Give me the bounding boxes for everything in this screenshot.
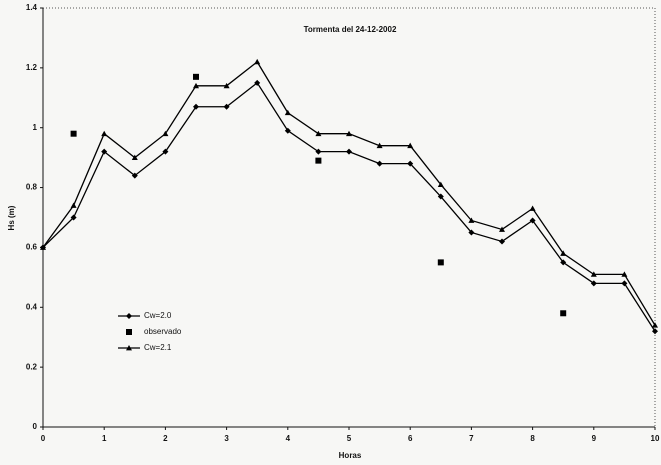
marker-triangle [621, 271, 628, 277]
marker-triangle [590, 271, 597, 277]
marker-diamond [652, 328, 658, 335]
x-tick-label: 9 [592, 434, 597, 443]
y-tick-label: 1 [33, 123, 38, 132]
marker-diamond [193, 103, 199, 110]
x-tick-label: 4 [286, 434, 291, 443]
marker-triangle [560, 250, 567, 256]
x-tick-label: 2 [163, 434, 168, 443]
marker-triangle [131, 154, 138, 161]
x-tick-label: 6 [408, 434, 413, 443]
marker-triangle [193, 82, 199, 89]
marker-square [437, 259, 444, 266]
marker-square [70, 130, 77, 137]
marker-triangle [376, 142, 383, 149]
marker-triangle [468, 217, 475, 223]
x-tick-label: 10 [651, 434, 660, 443]
marker-triangle [223, 82, 230, 89]
y-tick-label: 1.4 [26, 3, 38, 12]
marker-diamond [560, 259, 567, 266]
x-tick-label: 8 [530, 434, 535, 443]
x-tick-label: 1 [102, 434, 107, 443]
marker-triangle [101, 130, 108, 137]
marker-diamond [376, 160, 383, 167]
x-tick-label: 0 [41, 434, 46, 443]
marker-triangle [499, 226, 505, 232]
marker-square [560, 310, 567, 317]
legend-label: Cw=2.1 [144, 343, 172, 352]
marker-diamond [284, 127, 291, 134]
marker-diamond [590, 280, 597, 287]
y-tick-label: 0.8 [26, 183, 38, 192]
x-tick-label: 3 [224, 434, 229, 443]
marker-diamond [70, 214, 77, 221]
y-tick-label: 0 [33, 422, 38, 431]
x-tick-label: 7 [469, 434, 474, 443]
y-tick-label: 0.4 [26, 302, 38, 311]
marker-diamond [346, 148, 352, 155]
y-tick-label: 0.6 [26, 243, 38, 252]
marker-diamond [437, 193, 444, 200]
marker-diamond [499, 238, 505, 245]
marker-triangle [70, 202, 77, 208]
marker-triangle [254, 58, 261, 65]
marker-triangle [407, 142, 414, 149]
marker-triangle [346, 130, 352, 137]
marker-triangle [284, 109, 291, 116]
chart-title: Tormenta del 24-12-2002 [304, 25, 397, 34]
marker-diamond [131, 172, 138, 179]
marker-diamond [315, 148, 322, 155]
legend-label: Cw=2.0 [144, 311, 172, 320]
legend-label: observado [144, 327, 182, 336]
marker-triangle [126, 345, 132, 351]
marker-square [193, 73, 199, 80]
x-tick-label: 5 [347, 434, 352, 443]
marker-diamond [162, 148, 169, 155]
marker-diamond [254, 79, 261, 86]
marker-diamond [126, 313, 132, 319]
marker-square [126, 329, 132, 335]
marker-diamond [223, 103, 230, 110]
marker-triangle [529, 205, 536, 211]
y-tick-label: 1.2 [26, 63, 38, 72]
marker-diamond [529, 217, 536, 224]
marker-diamond [407, 160, 414, 167]
marker-triangle [315, 130, 322, 137]
marker-triangle [437, 181, 444, 187]
marker-diamond [101, 148, 108, 155]
marker-triangle [652, 322, 658, 328]
marker-diamond [468, 229, 475, 236]
marker-square [315, 157, 322, 164]
marker-triangle [162, 130, 169, 137]
y-axis-label: Hs (m) [7, 205, 16, 230]
y-tick-label: 0.2 [26, 362, 38, 371]
marker-diamond [621, 280, 628, 287]
x-axis-label: Horas [339, 451, 362, 460]
marker-triangle [40, 244, 46, 250]
